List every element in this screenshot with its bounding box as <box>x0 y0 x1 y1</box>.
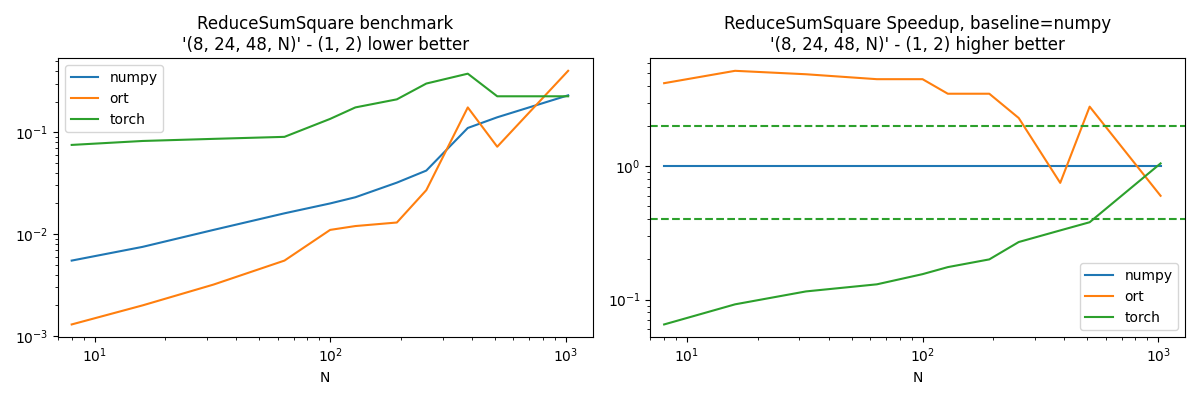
ort <box>323 228 337 232</box>
numpy <box>65 258 79 263</box>
ort <box>799 72 814 77</box>
torch <box>277 134 292 139</box>
Line: ort: ort <box>72 71 568 324</box>
numpy <box>656 164 671 169</box>
numpy <box>1153 164 1168 169</box>
numpy <box>323 201 337 206</box>
Line: numpy: numpy <box>72 95 568 260</box>
torch <box>1082 220 1097 225</box>
ort <box>560 68 575 73</box>
ort <box>941 91 955 96</box>
torch <box>982 257 996 262</box>
ort <box>419 188 433 192</box>
ort <box>916 77 930 82</box>
numpy <box>461 126 475 130</box>
numpy <box>1082 164 1097 169</box>
torch <box>916 272 930 276</box>
torch <box>941 265 955 270</box>
torch <box>1153 161 1168 166</box>
torch <box>136 138 150 143</box>
ort <box>65 322 79 327</box>
Line: ort: ort <box>664 71 1160 196</box>
torch <box>799 289 814 294</box>
ort <box>656 81 671 86</box>
numpy <box>390 180 404 185</box>
ort <box>1012 116 1026 120</box>
numpy <box>870 164 884 169</box>
numpy <box>1054 164 1068 169</box>
torch <box>560 94 575 99</box>
numpy <box>982 164 996 169</box>
Title: ReduceSumSquare Speedup, baseline=numpy
'(8, 24, 48, N)' - (1, 2) higher better: ReduceSumSquare Speedup, baseline=numpy … <box>724 15 1111 54</box>
torch <box>65 142 79 147</box>
ort <box>490 144 504 149</box>
Line: torch: torch <box>72 74 568 145</box>
torch <box>728 302 743 307</box>
numpy <box>490 115 504 120</box>
ort <box>461 105 475 110</box>
ort <box>870 77 884 82</box>
torch <box>461 71 475 76</box>
numpy <box>419 168 433 173</box>
torch <box>490 94 504 99</box>
torch <box>206 136 221 141</box>
Legend: numpy, ort, torch: numpy, ort, torch <box>65 65 163 132</box>
numpy <box>560 93 575 98</box>
ort <box>728 68 743 73</box>
numpy <box>277 211 292 216</box>
X-axis label: N: N <box>320 371 330 385</box>
numpy <box>136 244 150 249</box>
torch <box>1012 240 1026 244</box>
numpy <box>1012 164 1026 169</box>
ort <box>1153 194 1168 198</box>
ort <box>348 224 362 228</box>
torch <box>870 282 884 287</box>
torch <box>1054 228 1068 233</box>
numpy <box>799 164 814 169</box>
torch <box>323 116 337 121</box>
numpy <box>728 164 743 169</box>
ort <box>136 303 150 308</box>
Line: torch: torch <box>664 164 1160 324</box>
numpy <box>206 228 221 232</box>
ort <box>1054 180 1068 185</box>
ort <box>1082 104 1097 109</box>
numpy <box>348 195 362 200</box>
torch <box>348 105 362 110</box>
torch <box>656 322 671 327</box>
ort <box>390 220 404 225</box>
ort <box>206 282 221 287</box>
X-axis label: N: N <box>912 371 923 385</box>
ort <box>982 91 996 96</box>
numpy <box>916 164 930 169</box>
numpy <box>941 164 955 169</box>
Title: ReduceSumSquare benchmark
'(8, 24, 48, N)' - (1, 2) lower better: ReduceSumSquare benchmark '(8, 24, 48, N… <box>181 15 469 54</box>
Legend: numpy, ort, torch: numpy, ort, torch <box>1080 263 1178 330</box>
torch <box>390 97 404 102</box>
torch <box>419 81 433 86</box>
ort <box>277 258 292 263</box>
